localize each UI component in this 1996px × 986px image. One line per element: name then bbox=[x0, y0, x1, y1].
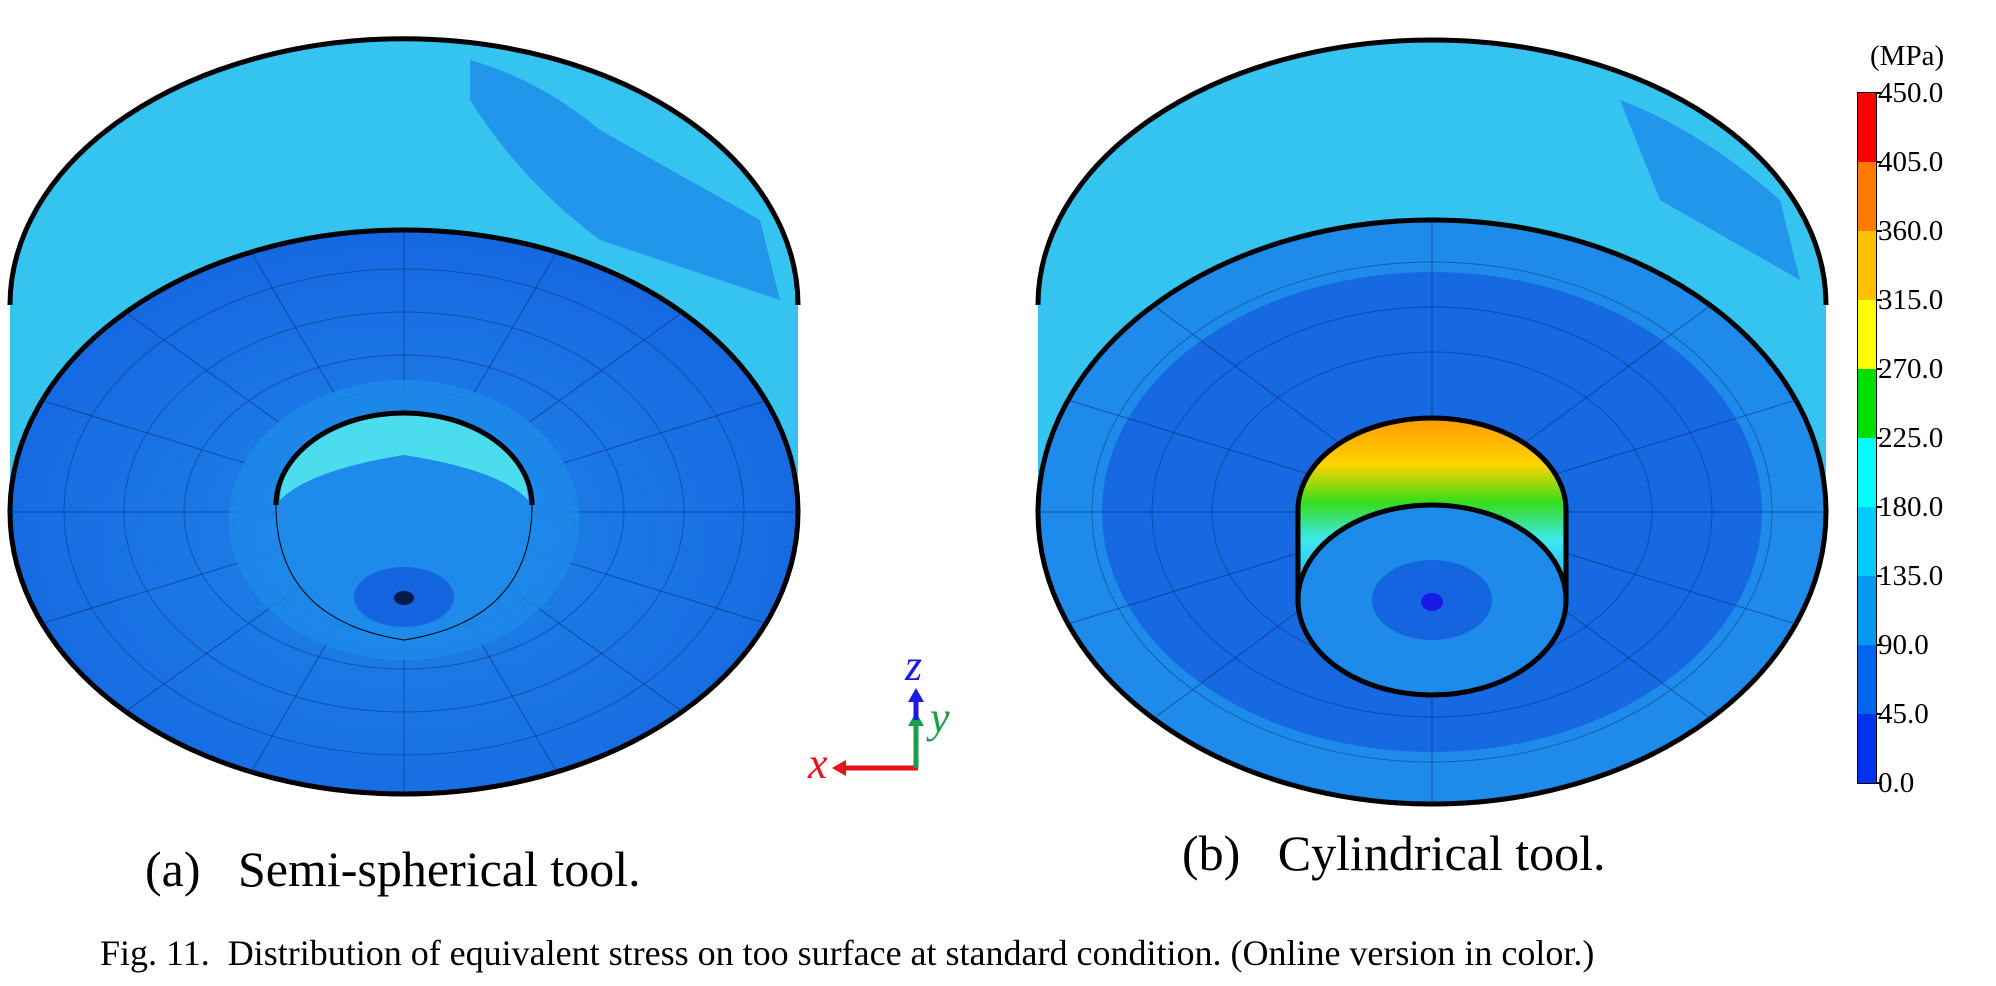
axis-label-y: y bbox=[930, 693, 950, 742]
colorbar-band bbox=[1858, 300, 1876, 369]
colorbar-band bbox=[1858, 714, 1876, 783]
colorbar-band bbox=[1858, 369, 1876, 438]
colorbar-tick-label: 0.0 bbox=[1878, 767, 1915, 799]
colorbar-band bbox=[1858, 576, 1876, 645]
colorbar-unit: (MPa) bbox=[1870, 40, 1945, 72]
colorbar-band bbox=[1858, 507, 1876, 576]
axes-triad bbox=[832, 688, 924, 776]
colorbar-tick-label: 90.0 bbox=[1878, 629, 1929, 661]
colorbar-tick-label: 45.0 bbox=[1878, 698, 1929, 730]
colorbar-tick-label: 405.0 bbox=[1878, 146, 1944, 178]
colorbar-tick-label: 450.0 bbox=[1878, 77, 1944, 109]
axis-label-z: z bbox=[905, 641, 923, 690]
colorbar-tick-label: 180.0 bbox=[1878, 491, 1944, 523]
panel-b-model bbox=[1035, 37, 1829, 807]
colorbar-tick-label: 135.0 bbox=[1878, 560, 1944, 592]
colorbar-band bbox=[1858, 645, 1876, 714]
colorbar-band bbox=[1858, 438, 1876, 507]
colorbar-tick-label: 270.0 bbox=[1878, 353, 1944, 385]
colorbar-band bbox=[1858, 231, 1876, 300]
colorbar-band bbox=[1858, 93, 1876, 162]
panel-a-top-rim bbox=[7, 36, 801, 306]
colorbar-tick-label: 315.0 bbox=[1878, 284, 1944, 316]
figure-caption: Fig. 11. Distribution of equivalent stre… bbox=[100, 933, 1595, 973]
panel-b-top-rim bbox=[1035, 37, 1829, 306]
colorbar-band bbox=[1858, 162, 1876, 231]
subcaption-b: (b) Cylindrical tool. bbox=[1182, 825, 1606, 881]
subcaption-a: (a) Semi-spherical tool. bbox=[145, 841, 641, 897]
colorbar-tick-label: 225.0 bbox=[1878, 422, 1944, 454]
axis-label-x: x bbox=[808, 739, 828, 788]
colorbar-bands bbox=[1858, 93, 1876, 783]
panel-a-model bbox=[7, 36, 801, 797]
colorbar-tick-label: 360.0 bbox=[1878, 215, 1944, 247]
colorbar bbox=[1857, 92, 1882, 784]
